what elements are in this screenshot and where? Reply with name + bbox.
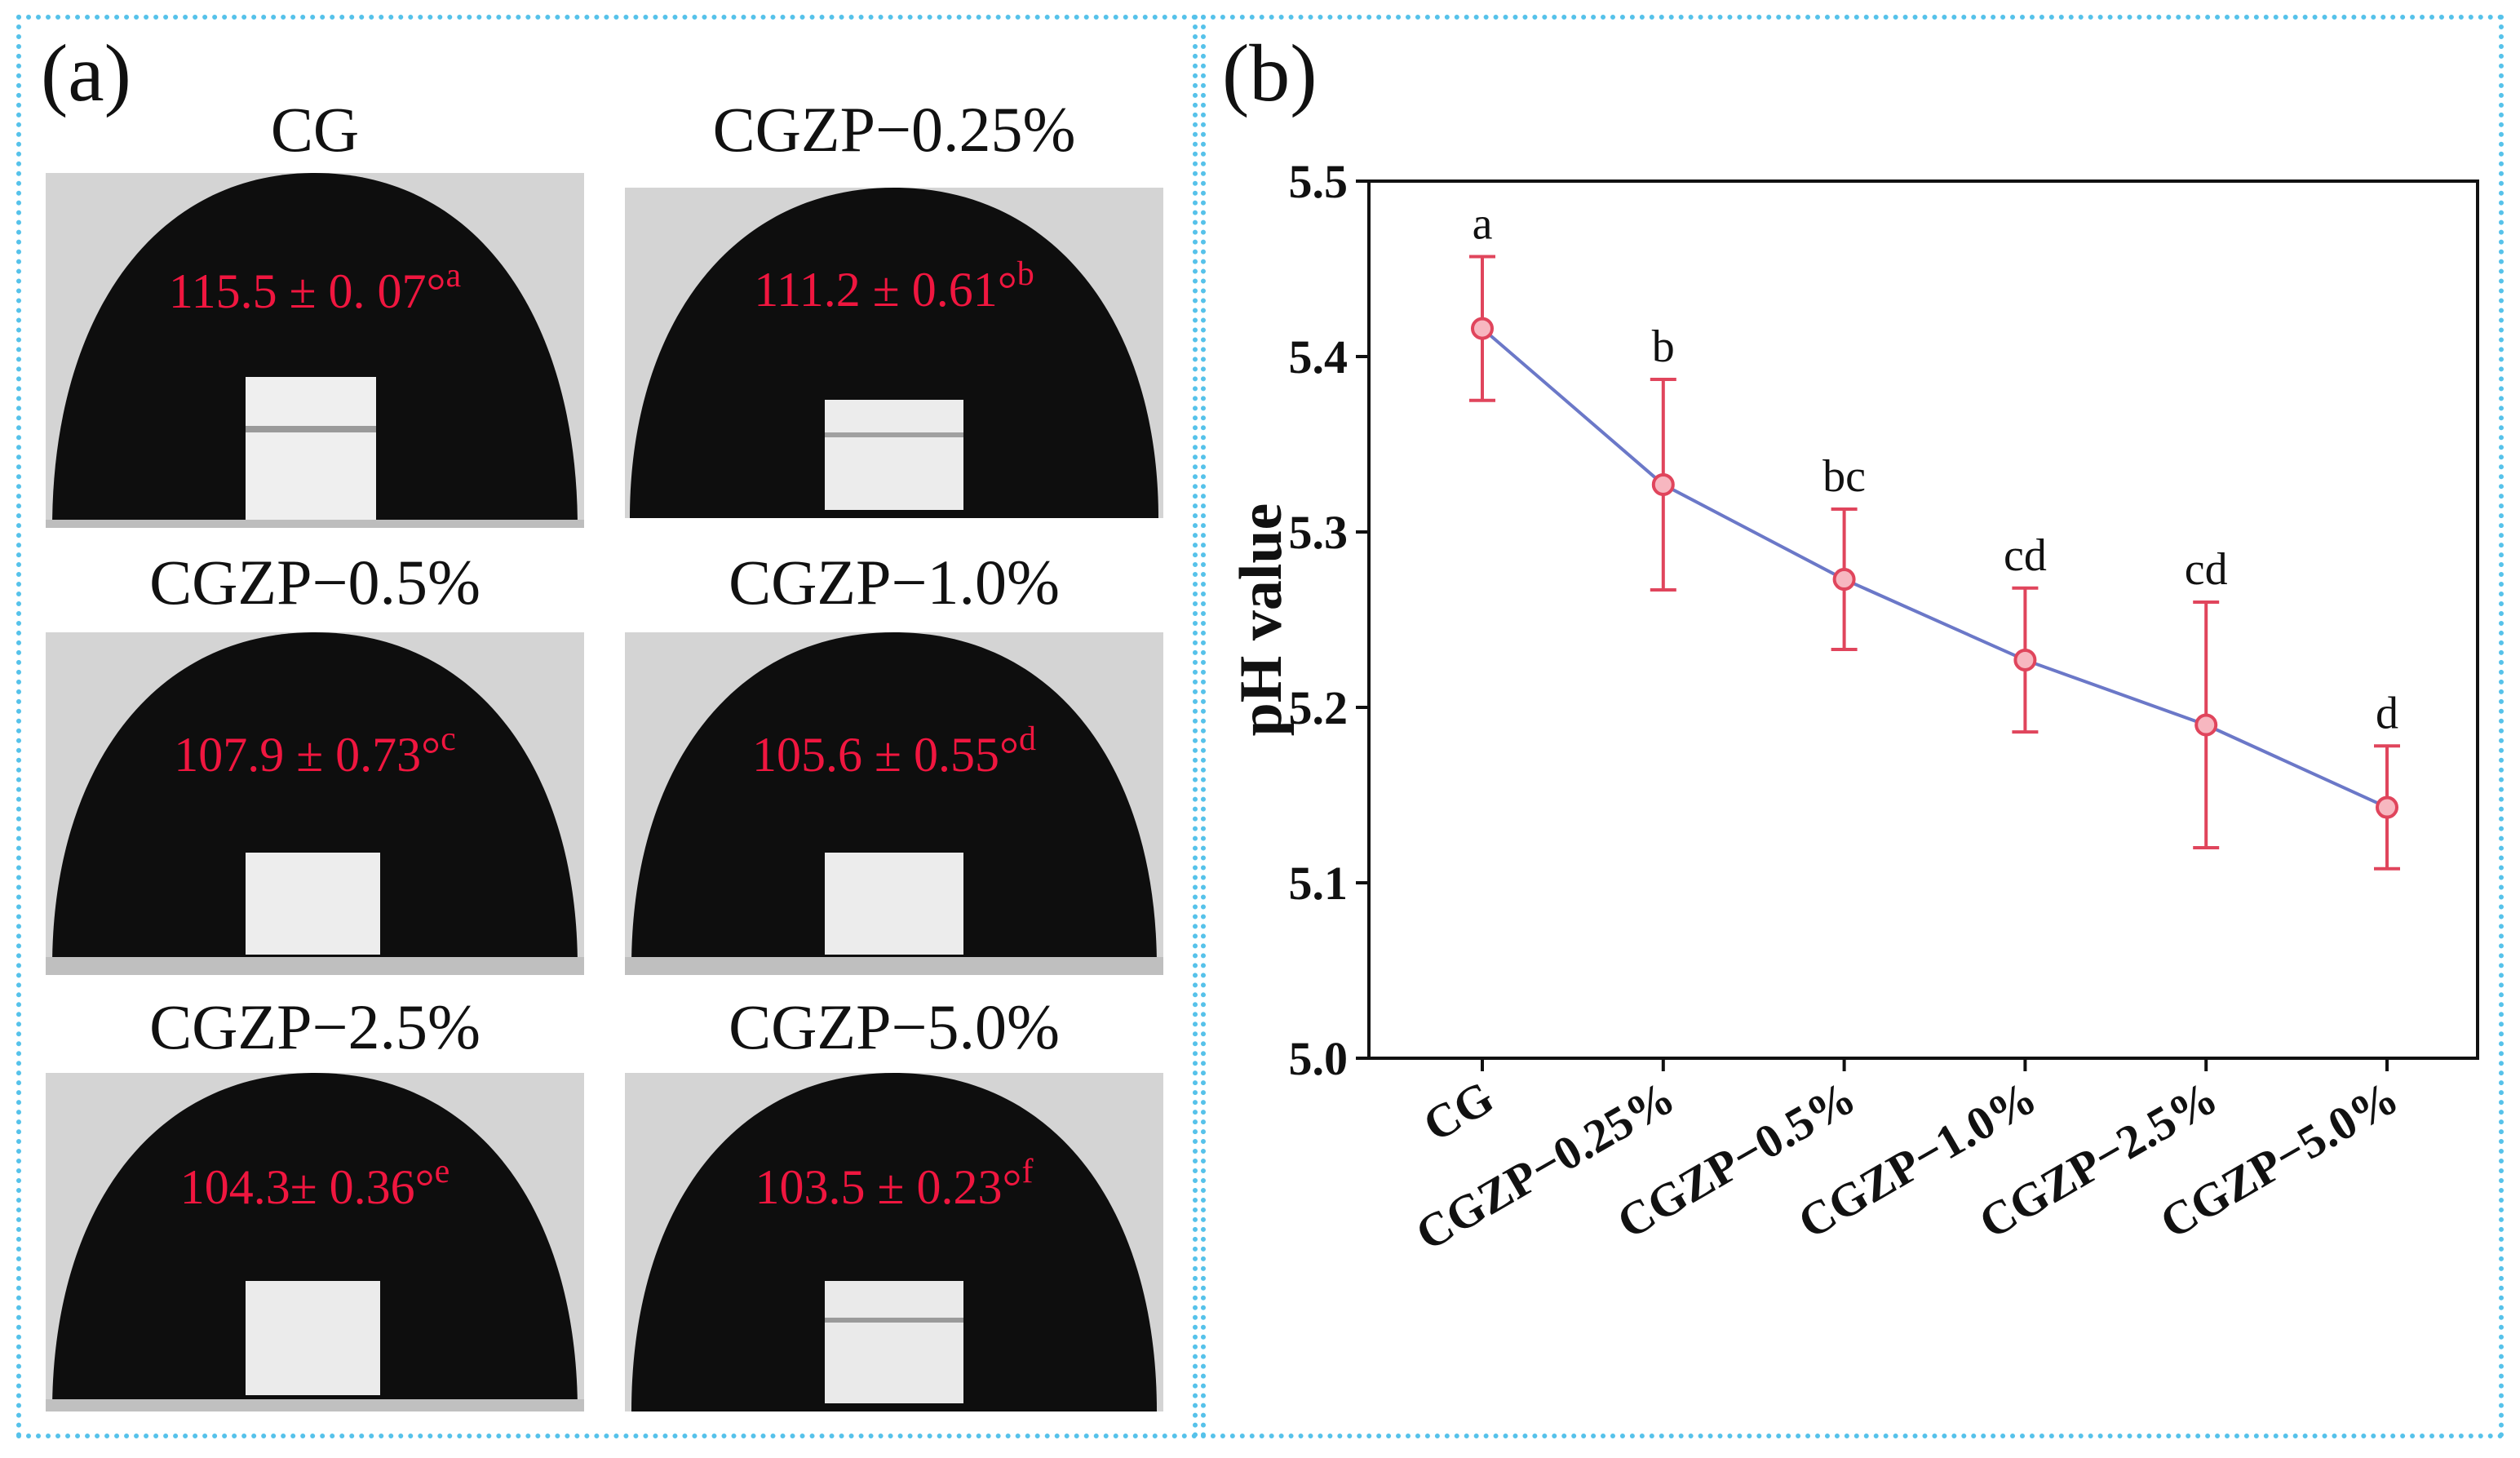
y-tick-label: 5.4 <box>1289 330 1349 383</box>
sample-title-cgzp-50: CGZP−5.0% <box>729 991 1060 1062</box>
significance-letter: cd <box>2185 544 2228 595</box>
droplet-image-cgzp-025: 111.2 ± 0.61°b <box>625 188 1163 518</box>
data-point <box>1651 472 1675 496</box>
sample-title-cgzp-25: CGZP−2.5% <box>149 991 481 1062</box>
data-point <box>1471 317 1494 340</box>
contact-angle-cgzp-10: 105.6 ± 0.55°d <box>752 720 1036 782</box>
plot-frame <box>1367 179 2479 1060</box>
data-point <box>2376 795 2398 819</box>
y-tick-label: 5.3 <box>1289 506 1349 559</box>
droplet-image-cgzp-50: 103.5 ± 0.23°f <box>625 1073 1163 1411</box>
droplet-image-cgzp-10: 105.6 ± 0.55°d <box>625 632 1163 975</box>
data-point <box>2013 648 2037 671</box>
y-tick-label: 5.2 <box>1289 681 1349 734</box>
droplet-image-cgzp-25: 104.3± 0.36°e <box>46 1073 584 1411</box>
y-tick-label: 5.1 <box>1289 857 1349 910</box>
droplet-image-cgzp-05: 107.9 ± 0.73°c <box>46 632 584 975</box>
significance-letter: a <box>1473 198 1493 249</box>
significance-letter: b <box>1652 321 1675 372</box>
data-point <box>2194 713 2218 737</box>
droplet-image-cg: 115.5 ± 0. 07°a <box>46 173 584 528</box>
contact-angle-cgzp-50: 103.5 ± 0.23°f <box>755 1153 1034 1214</box>
sample-title-cgzp-10: CGZP−1.0% <box>729 547 1060 618</box>
significance-letter: bc <box>1822 451 1866 502</box>
contact-angle-cgzp-025: 111.2 ± 0.61°b <box>754 255 1034 317</box>
panel-b-label: (b) <box>1222 28 1318 118</box>
contact-angle-cgzp-05: 107.9 ± 0.73°c <box>174 720 456 782</box>
panel-a-label: (a) <box>41 28 131 118</box>
significance-letter: d <box>2376 688 2398 738</box>
sample-title-cgzp-025: CGZP−0.25% <box>712 94 1076 165</box>
significance-letter: cd <box>2004 530 2047 581</box>
data-point <box>1832 568 1856 592</box>
contact-angle-cgzp-25: 104.3± 0.36°e <box>179 1153 450 1214</box>
y-tick-label: 5.5 <box>1289 155 1349 208</box>
y-axis-label: pH value <box>1228 503 1295 737</box>
y-tick-label: 5.0 <box>1289 1032 1349 1085</box>
x-tick-label: CG <box>1415 1070 1503 1152</box>
panel-b-frame <box>1201 15 2504 1438</box>
panel-a-frame <box>16 15 1198 1438</box>
sample-title-cg: CG <box>270 94 360 165</box>
contact-angle-cg: 115.5 ± 0. 07°a <box>168 257 462 318</box>
sample-title-cgzp-05: CGZP−0.5% <box>149 547 481 618</box>
series-line <box>1481 327 2388 809</box>
